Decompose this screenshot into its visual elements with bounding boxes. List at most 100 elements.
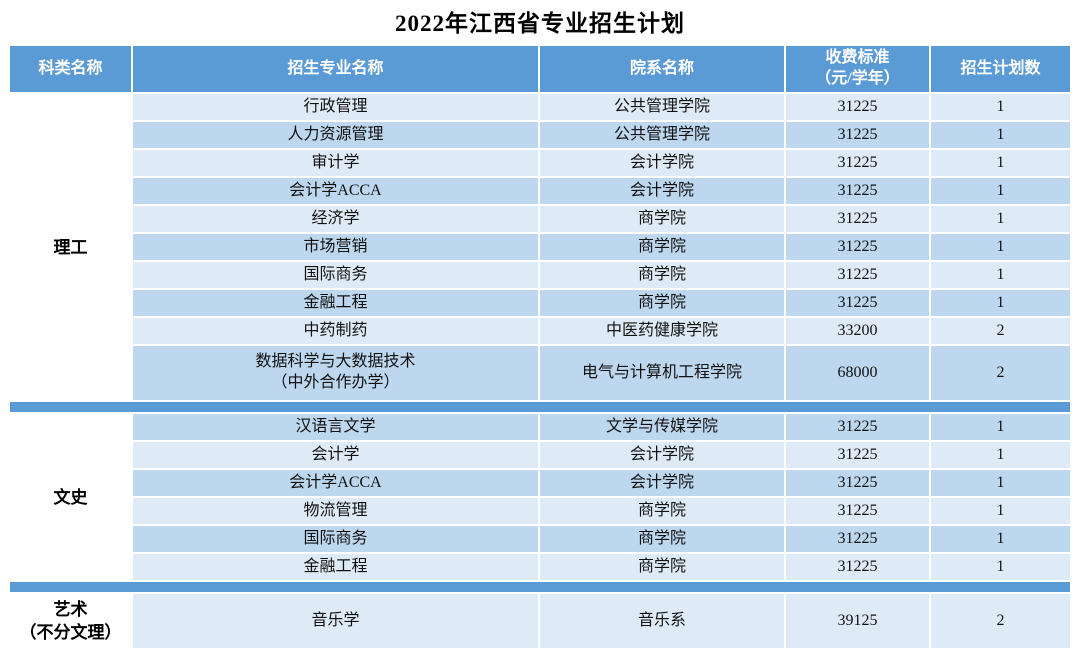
plan-cell: 1 — [931, 94, 1070, 120]
department-cell: 公共管理学院 — [540, 94, 786, 120]
department-cell: 商学院 — [540, 290, 786, 316]
fee-cell: 31225 — [786, 290, 931, 316]
table-row: 行政管理 公共管理学院 31225 1 — [133, 94, 1070, 120]
department-cell: 会计学院 — [540, 178, 786, 204]
table-row: 中药制药 中医药健康学院 33200 2 — [133, 318, 1070, 344]
plan-cell: 2 — [931, 594, 1070, 648]
department-cell: 文学与传媒学院 — [540, 414, 786, 440]
fee-cell: 31225 — [786, 414, 931, 440]
category-group: 文史 汉语言文学 文学与传媒学院 31225 1 会计学 会计学院 31225 1 会计学ACCA… — [10, 414, 1070, 582]
table-row: 人力资源管理 公共管理学院 31225 1 — [133, 122, 1070, 148]
table-row: 审计学 会计学院 31225 1 — [133, 150, 1070, 176]
fee-cell: 39125 — [786, 594, 931, 648]
plan-cell: 1 — [931, 554, 1070, 580]
department-cell: 公共管理学院 — [540, 122, 786, 148]
department-cell: 音乐系 — [540, 594, 786, 648]
page-title: 2022年江西省专业招生计划 — [395, 11, 685, 36]
department-cell: 会计学院 — [540, 470, 786, 496]
major-cell: 金融工程 — [133, 290, 540, 316]
major-cell: 会计学ACCA — [133, 178, 540, 204]
plan-cell: 1 — [931, 290, 1070, 316]
category-cell: 理工 — [10, 94, 133, 402]
table-body: 理工 行政管理 公共管理学院 31225 1 人力资源管理 公共管理学院 31225 1 审计学会… — [10, 94, 1070, 650]
fee-cell: 31225 — [786, 94, 931, 120]
major-cell: 会计学 — [133, 442, 540, 468]
category-group: 理工 行政管理 公共管理学院 31225 1 人力资源管理 公共管理学院 31225 1 审计学会… — [10, 94, 1070, 402]
category-cell: 文史 — [10, 414, 133, 582]
plan-cell: 1 — [931, 470, 1070, 496]
category-cell: 艺术 （不分文理） — [10, 594, 133, 650]
table-row: 经济学 商学院 31225 1 — [133, 206, 1070, 232]
major-cell: 行政管理 — [133, 94, 540, 120]
department-cell: 商学院 — [540, 526, 786, 552]
group-rows: 音乐学 音乐系 39125 2 — [133, 594, 1070, 650]
table-row: 汉语言文学 文学与传媒学院 31225 1 — [133, 414, 1070, 440]
fee-cell: 68000 — [786, 346, 931, 400]
department-cell: 商学院 — [540, 554, 786, 580]
major-cell: 汉语言文学 — [133, 414, 540, 440]
table-row: 市场营销 商学院 31225 1 — [133, 234, 1070, 260]
major-cell: 经济学 — [133, 206, 540, 232]
fee-cell: 31225 — [786, 442, 931, 468]
group-separator — [10, 582, 1070, 592]
header-plan: 招生计划数 — [931, 46, 1070, 92]
plan-cell: 1 — [931, 122, 1070, 148]
table-row: 国际商务 商学院 31225 1 — [133, 262, 1070, 288]
plan-cell: 1 — [931, 178, 1070, 204]
major-cell: 会计学ACCA — [133, 470, 540, 496]
group-rows: 行政管理 公共管理学院 31225 1 人力资源管理 公共管理学院 31225 1 审计学 会计学… — [133, 94, 1070, 402]
major-cell: 金融工程 — [133, 554, 540, 580]
major-cell: 音乐学 — [133, 594, 540, 648]
table-row: 金融工程 商学院 31225 1 — [133, 290, 1070, 316]
header-department: 院系名称 — [540, 46, 786, 92]
major-cell: 国际商务 — [133, 526, 540, 552]
major-cell: 人力资源管理 — [133, 122, 540, 148]
table-row: 数据科学与大数据技术 （中外合作办学） 电气与计算机工程学院 68000 2 — [133, 346, 1070, 400]
plan-cell: 1 — [931, 262, 1070, 288]
major-cell: 市场营销 — [133, 234, 540, 260]
header-fee-line1: 收费标准 — [825, 49, 890, 67]
plan-cell: 1 — [931, 442, 1070, 468]
header-major: 招生专业名称 — [133, 46, 540, 92]
fee-cell: 31225 — [786, 150, 931, 176]
fee-cell: 31225 — [786, 498, 931, 524]
plan-cell: 1 — [931, 206, 1070, 232]
group-rows: 汉语言文学 文学与传媒学院 31225 1 会计学 会计学院 31225 1 会计学ACCA 会计… — [133, 414, 1070, 582]
major-cell: 数据科学与大数据技术 （中外合作办学） — [133, 346, 540, 400]
fee-cell: 31225 — [786, 554, 931, 580]
table-row: 会计学 会计学院 31225 1 — [133, 442, 1070, 468]
fee-cell: 31225 — [786, 178, 931, 204]
department-cell: 中医药健康学院 — [540, 318, 786, 344]
table-row: 会计学ACCA 会计学院 31225 1 — [133, 178, 1070, 204]
department-cell: 会计学院 — [540, 150, 786, 176]
department-cell: 会计学院 — [540, 442, 786, 468]
plan-cell: 1 — [931, 234, 1070, 260]
table-row: 物流管理 商学院 31225 1 — [133, 498, 1070, 524]
plan-cell: 2 — [931, 318, 1070, 344]
plan-cell: 1 — [931, 498, 1070, 524]
table-row: 会计学ACCA 会计学院 31225 1 — [133, 470, 1070, 496]
department-cell: 商学院 — [540, 498, 786, 524]
department-cell: 商学院 — [540, 206, 786, 232]
header-fee: 收费标准 （元/学年） — [786, 46, 931, 92]
header-category: 科类名称 — [10, 46, 133, 92]
enrollment-plan-table: 科类名称 招生专业名称 院系名称 收费标准 （元/学年） 招生计划数 理工 行政管… — [10, 46, 1070, 650]
major-cell: 国际商务 — [133, 262, 540, 288]
major-cell: 审计学 — [133, 150, 540, 176]
table-row: 音乐学 音乐系 39125 2 — [133, 594, 1070, 648]
plan-cell: 1 — [931, 526, 1070, 552]
department-cell: 商学院 — [540, 234, 786, 260]
plan-cell: 2 — [931, 346, 1070, 400]
fee-cell: 31225 — [786, 122, 931, 148]
header-fee-line2: （元/学年） — [815, 70, 900, 87]
major-cell: 物流管理 — [133, 498, 540, 524]
fee-cell: 31225 — [786, 526, 931, 552]
major-cell: 中药制药 — [133, 318, 540, 344]
table-row: 国际商务 商学院 31225 1 — [133, 526, 1070, 552]
plan-cell: 1 — [931, 150, 1070, 176]
department-cell: 商学院 — [540, 262, 786, 288]
group-separator — [10, 402, 1070, 412]
fee-cell: 31225 — [786, 262, 931, 288]
table-row: 金融工程 商学院 31225 1 — [133, 554, 1070, 580]
